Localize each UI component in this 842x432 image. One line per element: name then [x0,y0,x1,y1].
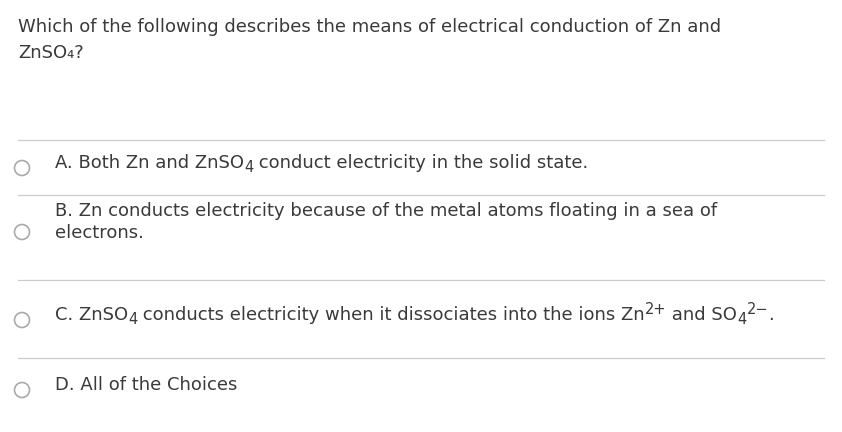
Text: A. Both Zn and ZnSO: A. Both Zn and ZnSO [55,154,244,172]
Text: and SO: and SO [667,306,738,324]
Text: 4: 4 [244,160,253,175]
Text: conduct electricity in the solid state.: conduct electricity in the solid state. [253,154,589,172]
Text: 4: 4 [128,312,137,327]
Text: 4: 4 [738,312,747,327]
Text: ZnSO₄?: ZnSO₄? [18,44,83,62]
Text: 2−: 2− [747,302,768,317]
Text: Which of the following describes the means of electrical conduction of Zn and: Which of the following describes the mea… [18,18,721,36]
Text: .: . [768,306,774,324]
Text: C. ZnSO: C. ZnSO [55,306,128,324]
Text: 2+: 2+ [645,302,667,317]
Text: D. All of the Choices: D. All of the Choices [55,376,237,394]
Text: conducts electricity when it dissociates into the ions Zn: conducts electricity when it dissociates… [137,306,645,324]
Text: electrons.: electrons. [55,224,144,242]
Text: B. Zn conducts electricity because of the metal atoms floating in a sea of: B. Zn conducts electricity because of th… [55,202,717,220]
